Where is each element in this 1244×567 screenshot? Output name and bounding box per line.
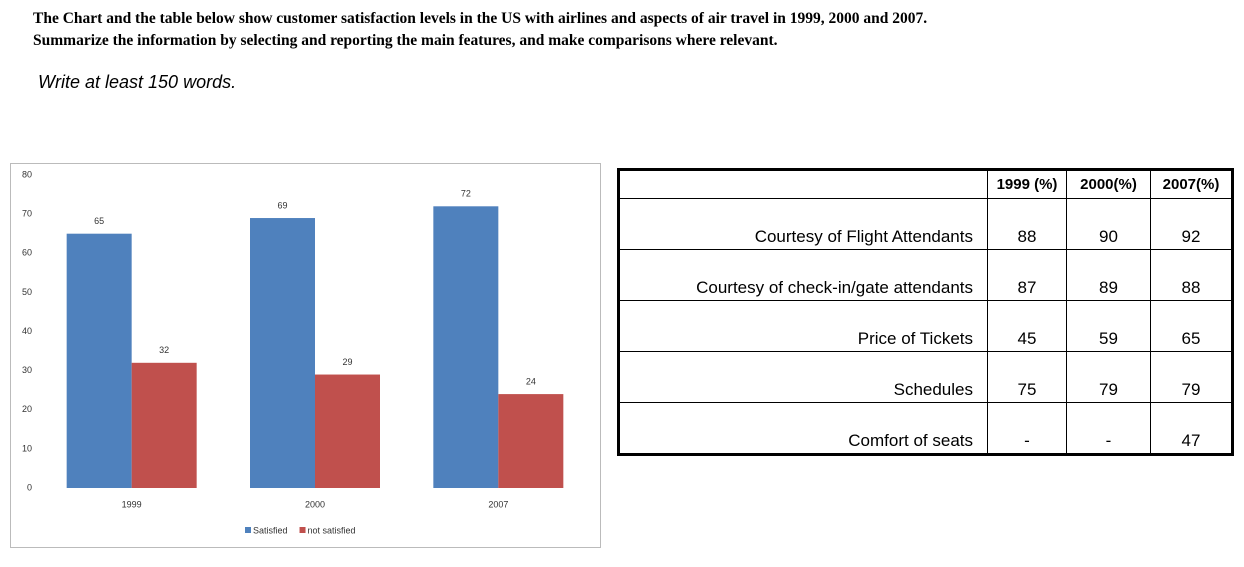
- y-tick-label: 70: [22, 209, 32, 219]
- table-row: Comfort of seats - -47: [618, 402, 1233, 455]
- y-tick-label: 10: [22, 443, 32, 453]
- data-table: 1999 (%) 2000(%) 2007(%) Courtesy of Flight…: [617, 168, 1234, 456]
- table-cell: 65: [1150, 300, 1233, 352]
- bar: [250, 218, 315, 488]
- table-cell: 90: [1066, 198, 1151, 250]
- table-cell: Courtesy of check-in/gate attendants: [618, 249, 988, 301]
- table-cell: 59: [1066, 300, 1151, 352]
- bar: [66, 233, 132, 488]
- data-label: 69: [277, 200, 287, 210]
- header-row: 1999 (%) 2000(%) 2007(%): [618, 169, 1233, 199]
- prompt-line: Summarize the information by selecting a…: [33, 32, 778, 49]
- y-tick-label: 40: [22, 326, 32, 336]
- y-tick-label: 60: [22, 248, 32, 258]
- table-cell: 79: [1150, 351, 1233, 403]
- x-tick-label: 2000: [305, 499, 325, 509]
- y-tick-label: 20: [22, 404, 32, 414]
- y-tick-label: 80: [22, 169, 32, 179]
- table-cell: 88: [1150, 249, 1233, 301]
- legend-label: Satisfied: [253, 525, 288, 535]
- data-label: 24: [526, 376, 536, 386]
- legend-label: not satisfied: [308, 525, 356, 535]
- table-cell: 87: [987, 249, 1067, 301]
- data-label: 32: [159, 345, 169, 355]
- chart: 0 10 20 30 40 50 60 70 80 1999 65 32 2000 69 29 2007 72 2…: [10, 163, 601, 548]
- table-cell: 2007(%): [1150, 169, 1233, 199]
- table-cell: 89: [1066, 249, 1151, 301]
- table-row: Price of Tickets 45 59 65: [618, 300, 1233, 352]
- table-cell: 2000(%): [1066, 169, 1151, 199]
- data-label: 65: [94, 216, 104, 226]
- prompt-line: The Chart and the table below show custo…: [33, 10, 928, 27]
- y-tick-label: 50: [22, 287, 32, 297]
- table-cell: -: [1066, 402, 1151, 455]
- table-cell: -: [987, 402, 1067, 455]
- table-cell: [618, 169, 988, 199]
- table-cell: Price of Tickets: [618, 300, 988, 352]
- data-label: 29: [342, 357, 352, 367]
- bar: [131, 362, 197, 488]
- x-tick-label: 1999: [122, 499, 142, 509]
- table-cell: 75: [987, 351, 1067, 403]
- table-cell: 47: [1150, 402, 1233, 455]
- table-cell: Schedules: [618, 351, 988, 403]
- table-cell: 45: [987, 300, 1067, 352]
- table-cell: 88: [987, 198, 1067, 250]
- bar: [498, 394, 564, 488]
- table-cell: Courtesy of Flight Attendants: [618, 198, 988, 250]
- bar: [315, 374, 380, 488]
- data-label: 72: [461, 189, 471, 199]
- table-cell: 1999 (%): [987, 169, 1067, 199]
- table-cell: 92: [1150, 198, 1233, 250]
- legend-swatch: [245, 527, 251, 533]
- table-row: Courtesy of Flight Attendants 88 90 92: [618, 198, 1233, 250]
- table-cell: 79: [1066, 351, 1151, 403]
- table-row: Schedules 75 79 79: [618, 351, 1233, 403]
- y-tick-label: 30: [22, 365, 32, 375]
- table-row: Courtesy of check-in/gate attendants 87 89…: [618, 249, 1233, 301]
- bar: [433, 206, 499, 489]
- y-tick-label: 0: [27, 482, 32, 492]
- x-tick-label: 2007: [488, 499, 508, 509]
- legend-swatch: [299, 527, 306, 533]
- table-cell: Comfort of seats: [618, 402, 988, 455]
- instruction: Write at least 150 words.: [38, 72, 237, 92]
